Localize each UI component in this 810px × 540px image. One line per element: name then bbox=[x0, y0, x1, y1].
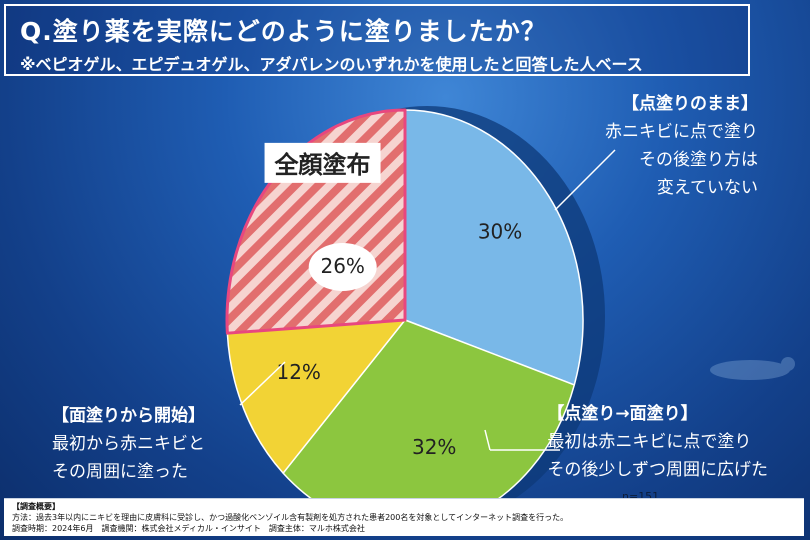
survey-footer: 【調査概要】 方法：過去3年以内にニキビを理由に皮膚科に受診し、かつ過酸化ベンゾ… bbox=[4, 498, 804, 536]
leader-line-ten-to-men-a bbox=[484, 429, 491, 451]
value-label-bg-3 bbox=[308, 242, 377, 291]
value-label-1: 32% bbox=[412, 435, 456, 459]
value-label-3: 26% bbox=[320, 254, 364, 278]
pie-slice-2 bbox=[226, 319, 406, 474]
callout-tenkuri: 【点塗りのまま】 赤ニキビに点で塗り その後塗り方は 変えていない bbox=[605, 90, 758, 202]
callout-ten-to-men-line2: その後少しずつ周囲に広げた bbox=[547, 460, 768, 480]
callout-ten-to-men: 【点塗り→面塗り】 最初は赤ニキビに点で塗り その後少しずつ周囲に広げた bbox=[547, 400, 768, 484]
footer-method: 方法：過去3年以内にニキビを理由に皮膚科に受診し、かつ過酸化ベンゾイル含有製剤を… bbox=[12, 513, 569, 522]
chart-title: Q.塗り薬を実際にどのように塗りましたか？ bbox=[20, 17, 547, 46]
leader-line-tenkuri bbox=[554, 149, 616, 211]
callout-tenkuri-line1: 赤ニキビに点で塗り bbox=[605, 122, 758, 142]
callout-tenkuri-line3: 変えていない bbox=[656, 178, 758, 198]
callout-men-line1: 最初から赤ニキビと bbox=[52, 434, 205, 454]
callout-ten-to-men-head: 【点塗り→面塗り】 bbox=[547, 404, 698, 424]
callout-ten-to-men-line1: 最初は赤ニキビに点で塗り bbox=[547, 432, 752, 452]
leader-line-men bbox=[239, 361, 286, 406]
callout-men: 【面塗りから開始】 最初から赤ニキビと その周囲に塗った bbox=[52, 402, 205, 486]
footer-heading: 【調査概要】 bbox=[12, 502, 60, 511]
pie-slice-0 bbox=[404, 109, 584, 386]
pie-group: 30%32%12%26%全顔塗布 bbox=[225, 106, 616, 531]
callout-tenkuri-line2: その後塗り方は bbox=[639, 150, 758, 170]
callout-men-line2: その周囲に塗った bbox=[52, 462, 188, 482]
callout-tenkuri-head: 【点塗りのまま】 bbox=[622, 94, 758, 114]
footer-period: 調査時期：2024年6月 調査機関：株式会社メディカル・インサイト 調査主体：マ… bbox=[12, 524, 365, 533]
inner-label-zenganto: 全顔塗布 bbox=[274, 151, 371, 179]
value-label-0: 30% bbox=[478, 220, 522, 244]
inner-label-bg bbox=[264, 142, 381, 183]
diver-silhouette bbox=[710, 357, 795, 380]
callout-men-head: 【面塗りから開始】 bbox=[52, 406, 205, 426]
chart-subtitle: ※ベピオゲル、エピデュオゲル、アダパレンのいずれかを使用したと回答した人ベース bbox=[20, 55, 643, 74]
title-box: Q.塗り薬を実際にどのように塗りましたか？ ※ベピオゲル、エピデュオゲル、アダパ… bbox=[4, 4, 750, 76]
